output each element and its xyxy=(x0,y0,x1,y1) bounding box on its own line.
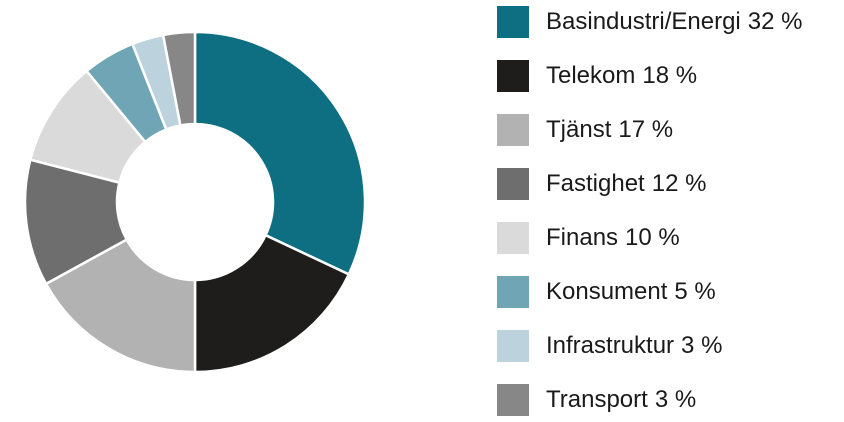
legend-value: 5 % xyxy=(674,278,715,305)
legend-value: 3 % xyxy=(655,386,696,413)
legend-swatch xyxy=(497,60,529,92)
legend-swatch xyxy=(497,168,529,200)
legend-name: Tjänst xyxy=(546,116,612,143)
legend-name: Infrastruktur xyxy=(546,332,674,359)
legend-swatch xyxy=(497,330,529,362)
legend-value: 17 % xyxy=(618,116,673,143)
legend-value: 10 % xyxy=(625,224,680,251)
legend-label: Konsument 5 % xyxy=(546,278,716,305)
donut-slice xyxy=(193,30,367,277)
legend-name: Finans xyxy=(546,224,618,251)
legend-label: Telekom 18 % xyxy=(546,62,697,89)
legend-name: Basindustri/Energi xyxy=(546,8,741,35)
donut-slice xyxy=(44,237,197,374)
legend-value: 12 % xyxy=(652,170,707,197)
donut-slice xyxy=(161,30,197,127)
legend-label: Fastighet 12 % xyxy=(546,170,706,197)
legend-swatch xyxy=(497,276,529,308)
legend-name: Konsument xyxy=(546,278,668,305)
legend-swatch xyxy=(497,6,529,38)
legend-label: Transport 3 % xyxy=(546,386,696,413)
legend-label: Finans 10 % xyxy=(546,224,680,251)
donut xyxy=(23,30,367,374)
legend-label: Infrastruktur 3 % xyxy=(546,332,722,359)
legend-name: Transport xyxy=(546,386,648,413)
legend-swatch xyxy=(497,114,529,146)
legend-label: Tjänst 17 % xyxy=(546,116,673,143)
legend-value: 32 % xyxy=(748,8,803,35)
donut-slice xyxy=(193,233,351,374)
legend-swatch xyxy=(497,384,529,416)
legend-value: 18 % xyxy=(642,62,697,89)
legend: Basindustri/Energi 32 %Telekom 18 %Tjänst 1… xyxy=(497,6,802,416)
legend-name: Fastighet xyxy=(546,170,645,197)
legend-label: Basindustri/Energi 32 % xyxy=(546,8,802,35)
legend-swatch xyxy=(497,222,529,254)
legend-value: 3 % xyxy=(681,332,722,359)
legend-name: Telekom xyxy=(546,62,635,89)
